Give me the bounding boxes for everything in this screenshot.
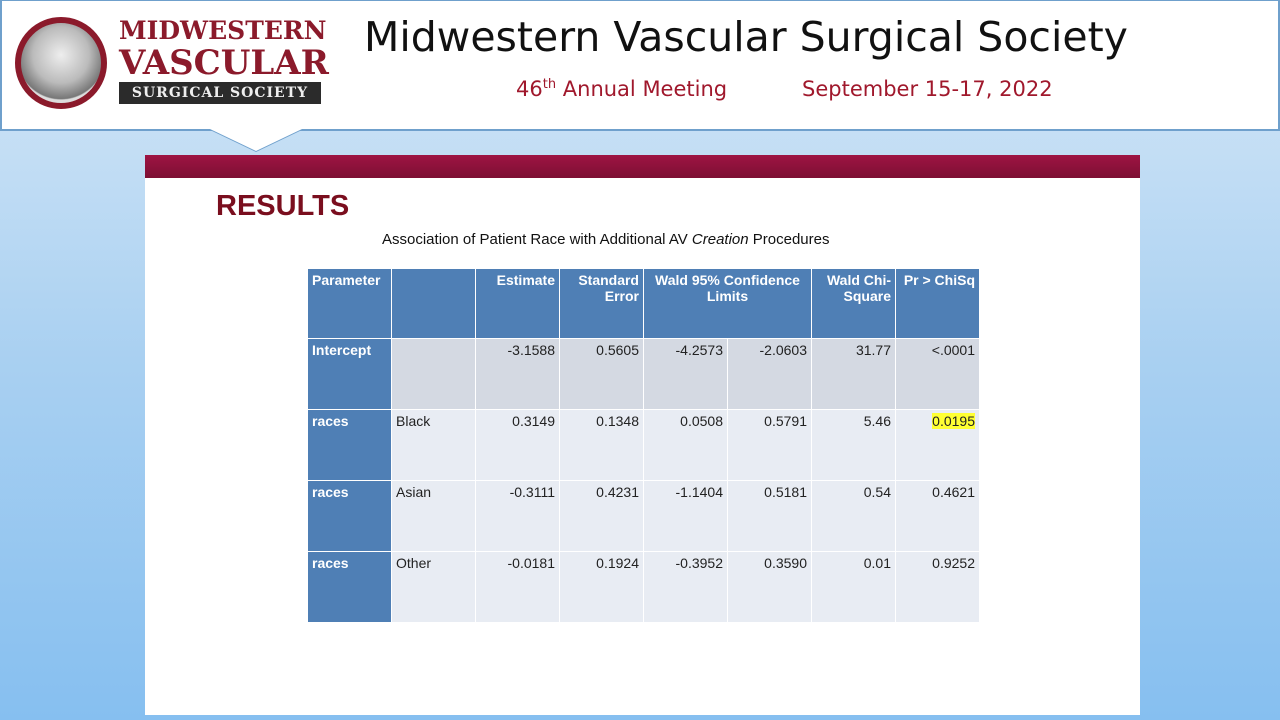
- cell-value: -3.1588: [507, 342, 555, 358]
- caption-pre: Association of Patient Race with Additio…: [382, 231, 692, 248]
- cell-value: 0.5181: [764, 484, 807, 500]
- cell-value: 0.3590: [764, 555, 807, 571]
- table-cell: 0.54: [811, 480, 896, 552]
- logo-text-line2: VASCULAR: [119, 43, 329, 83]
- slide-top-bar: [145, 155, 1140, 178]
- table-cell: 0.3590: [727, 551, 812, 623]
- cell-value: races: [312, 413, 349, 429]
- slide-heading: RESULTS: [216, 190, 350, 222]
- cell-value: -1.1404: [675, 484, 723, 500]
- cell-value: 0.0508: [680, 413, 723, 429]
- results-table: Parameter Estimate Standard Error Wald 9…: [307, 268, 980, 623]
- table-cell: 0.4231: [559, 480, 644, 552]
- col-header-estimate: Estimate: [475, 268, 560, 339]
- table-cell: 5.46: [811, 409, 896, 481]
- cell-value: 0.54: [863, 484, 891, 500]
- table-row: races Black 0.3149 0.1348 0.0508 0.5791 5.46 0.…: [307, 409, 980, 481]
- cell-value: -0.3952: [675, 555, 723, 571]
- meeting-dates: September 15-17, 2022: [802, 77, 1053, 101]
- society-seal-logo: [15, 17, 107, 109]
- cell-value: 0.4621: [932, 484, 975, 500]
- table-cell: 0.5181: [727, 480, 812, 552]
- table-cell: Intercept: [307, 338, 392, 410]
- cell-value: 5.46: [863, 413, 891, 429]
- table-cell: 0.1348: [559, 409, 644, 481]
- cell-value: Other: [396, 555, 432, 571]
- table-cell: -4.2573: [643, 338, 728, 410]
- caption-em: Creation: [691, 231, 749, 248]
- table-cell: 0.9252: [895, 551, 980, 623]
- table-cell: -0.0181: [475, 551, 560, 623]
- col-header-chi-square: Wald Chi-Square: [811, 268, 896, 339]
- cell-value: 0.9252: [932, 555, 975, 571]
- table-cell: 0.3149: [475, 409, 560, 481]
- logo-text-line3: SURGICAL SOCIETY: [119, 82, 321, 104]
- cell-value: Black: [396, 413, 431, 429]
- table-cell: 0.4621: [895, 480, 980, 552]
- table-cell: 31.77: [811, 338, 896, 410]
- table-cell: -0.3952: [643, 551, 728, 623]
- meeting-ordinal: th: [542, 77, 557, 92]
- slide-panel: RESULTS Association of Patient Race with…: [145, 155, 1140, 715]
- table-cell: -1.1404: [643, 480, 728, 552]
- logo-text-line1: MIDWESTERN: [119, 16, 327, 45]
- cell-value: 0.01: [863, 555, 891, 571]
- cell-value: -0.0181: [507, 555, 555, 571]
- table-cell: races: [307, 480, 392, 552]
- table-cell: 0.5791: [727, 409, 812, 481]
- meeting-text: Annual Meeting: [562, 77, 728, 101]
- col-header-p-value: Pr > ChiSq: [895, 268, 980, 339]
- table-row: races Other -0.0181 0.1924 -0.3952 0.3590 0.01…: [307, 551, 980, 623]
- cell-value: -0.3111: [509, 484, 555, 500]
- cell-value: -2.0603: [759, 342, 807, 358]
- meeting-label: 46th Annual Meeting: [516, 77, 727, 101]
- table-cell: [391, 338, 476, 410]
- table-cell: 0.01: [811, 551, 896, 623]
- cell-value: 0.1348: [596, 413, 639, 429]
- cell-value: 0.5791: [764, 413, 807, 429]
- cell-value: -4.2573: [675, 342, 723, 358]
- table-cell: Black: [391, 409, 476, 481]
- banner-title: Midwestern Vascular Surgical Society: [364, 13, 1128, 61]
- table-cell: Other: [391, 551, 476, 623]
- table-cell: 0.0508: [643, 409, 728, 481]
- table-cell: -3.1588: [475, 338, 560, 410]
- cell-value: 0.5605: [596, 342, 639, 358]
- table-cell: 0.0195: [895, 409, 980, 481]
- col-header-std-error: Standard Error: [559, 268, 644, 339]
- table-row: Intercept -3.1588 0.5605 -4.2573 -2.0603 31.7…: [307, 338, 980, 410]
- col-header-parameter: Parameter: [307, 268, 392, 339]
- table-cell: 0.5605: [559, 338, 644, 410]
- cell-value: <.0001: [931, 342, 975, 358]
- meeting-number: 46: [516, 77, 543, 101]
- cell-value: 31.77: [855, 342, 891, 358]
- cell-value: Intercept: [312, 342, 372, 358]
- cell-value: races: [312, 484, 349, 500]
- table-cell: races: [307, 551, 392, 623]
- table-cell: -2.0603: [727, 338, 812, 410]
- header-banner: MIDWESTERN VASCULAR SURGICAL SOCIETY Mid…: [0, 0, 1280, 131]
- table-cell: -0.3111: [475, 480, 560, 552]
- caption-post: Procedures: [748, 231, 830, 248]
- header-notch: [210, 129, 302, 151]
- table-cell: Asian: [391, 480, 476, 552]
- cell-value: 0.4231: [596, 484, 639, 500]
- table-header-row: Parameter Estimate Standard Error Wald 9…: [307, 268, 980, 339]
- table-cell: races: [307, 409, 392, 481]
- cell-value: 0.0195: [932, 413, 975, 429]
- table-cell: 0.1924: [559, 551, 644, 623]
- cell-value: 0.1924: [596, 555, 639, 571]
- col-header-confidence-limits: Wald 95% Confidence Limits: [643, 268, 812, 339]
- cell-value: races: [312, 555, 349, 571]
- cell-value: Asian: [396, 484, 432, 500]
- table-row: races Asian -0.3111 0.4231 -1.1404 0.5181 0.54…: [307, 480, 980, 552]
- table-cell: <.0001: [895, 338, 980, 410]
- table-caption: Association of Patient Race with Additio…: [382, 231, 829, 248]
- cell-value: 0.3149: [512, 413, 555, 429]
- col-header-level: [391, 268, 476, 339]
